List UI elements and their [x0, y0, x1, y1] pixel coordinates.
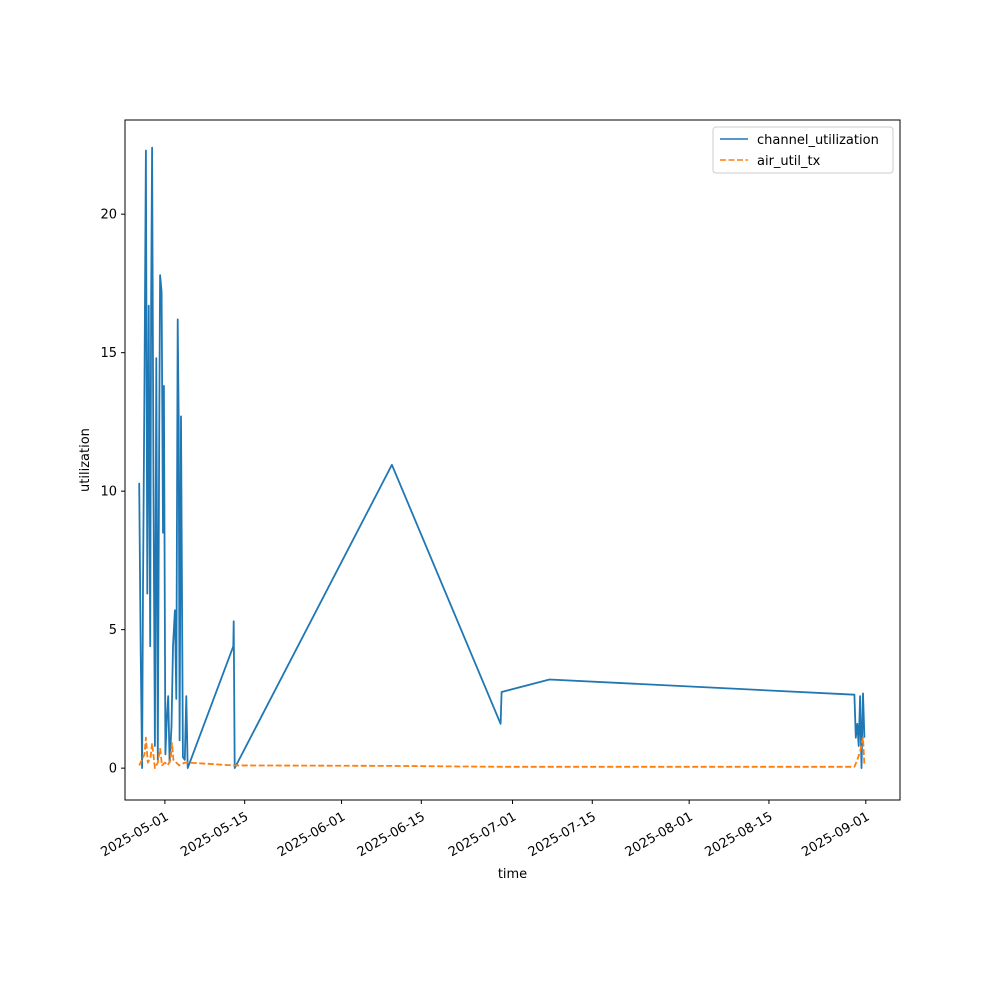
- legend-label-channel-utilization: channel_utilization: [757, 133, 879, 148]
- y-tick-label: 15: [100, 346, 117, 361]
- series-line-air-util-tx: [138, 736, 866, 769]
- y-axis: 0 5 10 15 20: [100, 208, 125, 777]
- legend-label-air-util-tx: air_util_tx: [757, 154, 821, 169]
- legend: channel_utilization air_util_tx: [712, 126, 894, 174]
- series-layer: [138, 146, 866, 769]
- legend-frame: [712, 126, 894, 174]
- y-axis-label: utilization: [78, 428, 93, 492]
- y-tick-label: 20: [100, 208, 117, 223]
- y-tick-label: 10: [100, 485, 117, 500]
- series-line-channel-utilization: [138, 146, 866, 769]
- y-tick-label: 0: [109, 762, 117, 777]
- x-axis-label: time: [498, 867, 527, 882]
- y-tick-label: 5: [109, 623, 117, 638]
